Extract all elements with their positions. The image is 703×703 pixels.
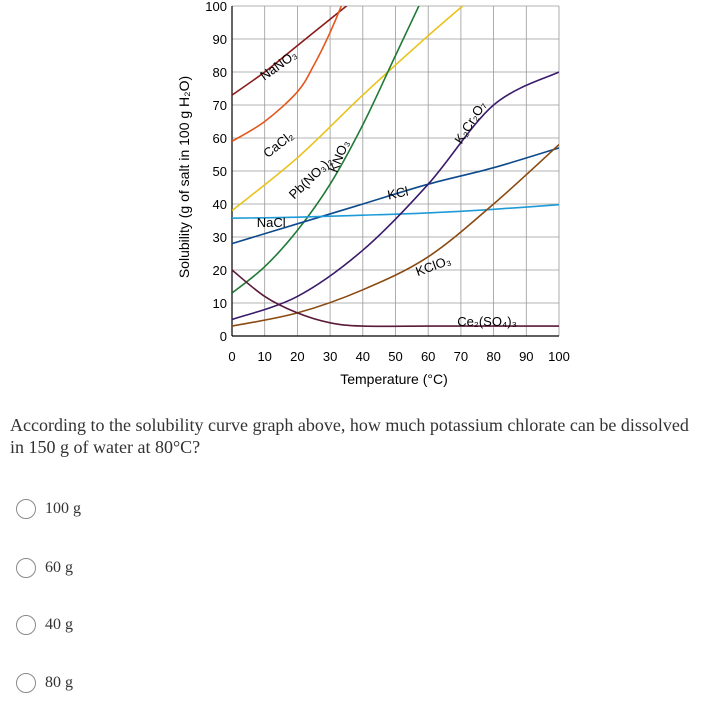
- option-60g[interactable]: 60 g: [16, 555, 73, 581]
- radio-button[interactable]: [16, 673, 36, 693]
- x-tick-label: 100: [548, 349, 570, 364]
- x-tick-label: 20: [290, 349, 304, 364]
- y-tick-label: 60: [213, 131, 227, 146]
- radio-button[interactable]: [16, 558, 36, 578]
- chart-y-axis-label: Solubility (g of salt in 100 g H₂O): [176, 76, 192, 278]
- y-tick-label: 10: [213, 296, 227, 311]
- y-tick-label: 70: [213, 98, 227, 113]
- series-line: [232, 6, 464, 212]
- question-text: According to the solubility curve graph …: [10, 415, 689, 457]
- option-label: 100 g: [45, 500, 81, 517]
- x-tick-label: 40: [356, 349, 370, 364]
- solubility-chart: NaNO₃CaCl₂Pb(NO₃)₂KNO₃KClNaClK₂Cr₂O₇KClO…: [176, 0, 570, 387]
- series-label: KCl: [386, 183, 410, 202]
- series-line: [232, 71, 559, 321]
- x-tick-label: 50: [388, 349, 402, 364]
- series-label: CaCl₂: [260, 128, 296, 161]
- series-line: [232, 144, 559, 327]
- x-tick-label: 80: [486, 349, 500, 364]
- y-tick-label: 30: [213, 230, 227, 245]
- radio-button[interactable]: [16, 615, 36, 635]
- series-line: [232, 269, 559, 328]
- option-100g[interactable]: 100 g: [16, 496, 81, 522]
- series-label: Ce₂(SO₄)₃: [457, 314, 517, 329]
- series-line: [232, 203, 559, 219]
- series-line: [232, 6, 343, 142]
- x-tick-label: 0: [228, 349, 235, 364]
- option-label: 60 g: [45, 559, 73, 576]
- y-tick-label: 90: [213, 32, 227, 47]
- series-line: [232, 6, 420, 294]
- y-tick-label: 20: [213, 263, 227, 278]
- y-tick-label: 0: [220, 329, 227, 344]
- option-label: 80 g: [45, 674, 73, 691]
- x-tick-label: 90: [519, 349, 533, 364]
- y-tick-label: 100: [205, 0, 227, 14]
- x-tick-label: 30: [323, 349, 337, 364]
- series-label: NaNO₃: [257, 47, 299, 83]
- x-tick-label: 60: [421, 349, 435, 364]
- option-label: 40 g: [45, 616, 73, 633]
- y-tick-label: 80: [213, 65, 227, 80]
- option-40g[interactable]: 40 g: [16, 612, 73, 638]
- series-label: NaCl: [257, 215, 286, 230]
- series-label: KClO₃: [414, 253, 453, 280]
- series-line: [232, 147, 559, 245]
- y-tick-label: 40: [213, 197, 227, 212]
- x-tick-label: 70: [454, 349, 468, 364]
- option-80g[interactable]: 80 g: [16, 670, 73, 696]
- radio-button[interactable]: [16, 499, 36, 519]
- series-line: [232, 6, 348, 96]
- y-tick-label: 50: [213, 164, 227, 179]
- chart-x-axis-label: Temperature (°C): [340, 371, 448, 387]
- x-tick-label: 10: [257, 349, 271, 364]
